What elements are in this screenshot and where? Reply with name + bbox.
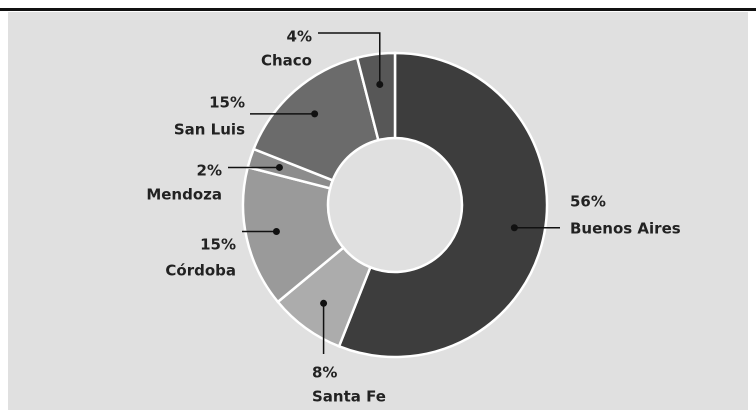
donut-slice [355,51,397,142]
leader-dot [510,224,518,232]
leader-line [318,32,381,85]
leader-dot [311,110,319,118]
value-label: 56% [570,193,606,211]
top-rule [0,8,756,11]
value-label: 15% [200,236,236,254]
value-label: 8% [312,364,337,382]
donut-slice [337,51,549,359]
leader-dot [376,80,384,88]
leader-dot [275,163,283,171]
value-label: 2% [197,162,222,180]
category-label: San Luis [174,121,245,139]
category-label: Córdoba [165,262,236,280]
value-label: 4% [287,28,312,46]
category-label: Mendoza [146,186,222,204]
value-label: 15% [209,94,245,112]
category-label: Chaco [261,52,312,70]
category-label: Buenos Aires [570,220,681,238]
leader-dot [320,299,328,307]
leader-dot [272,228,280,236]
category-label: Santa Fe [312,388,386,406]
